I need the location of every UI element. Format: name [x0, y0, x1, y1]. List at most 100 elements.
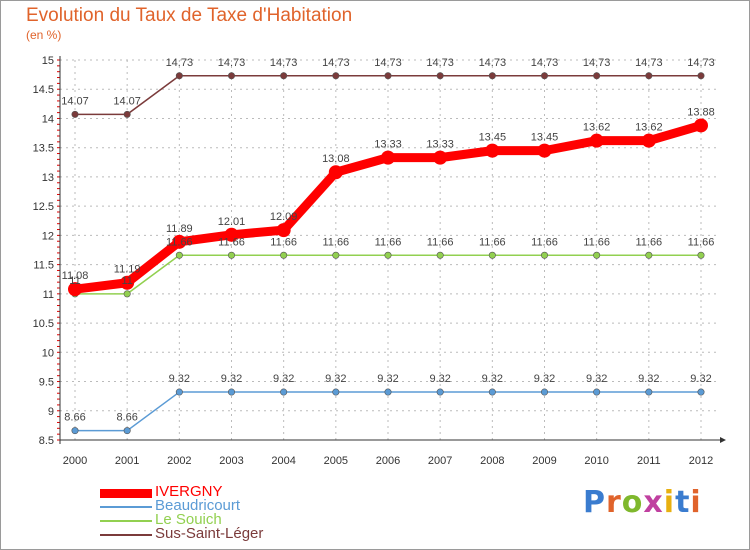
data-point — [384, 72, 392, 80]
proxiti-logo: Proxiti — [583, 485, 702, 520]
data-label: 14.73 — [322, 57, 350, 69]
x-tick-label: 2007 — [428, 455, 452, 467]
y-tick-label: 8.5 — [39, 435, 54, 447]
data-label: 14.73 — [687, 57, 715, 69]
data-point — [224, 227, 239, 242]
data-label: 11.66 — [270, 236, 297, 248]
y-tick-label: 10 — [42, 347, 54, 359]
data-label: 12.01 — [218, 216, 246, 228]
x-tick-label: 2011 — [637, 455, 661, 467]
data-label: 13.62 — [583, 122, 611, 134]
data-point — [276, 223, 291, 238]
y-tick-label: 13.5 — [33, 143, 54, 155]
data-point — [694, 118, 708, 133]
data-label: 11.66 — [531, 236, 558, 248]
data-label: 11.08 — [62, 270, 89, 282]
data-point — [697, 72, 705, 80]
data-label: 9.32 — [429, 373, 450, 385]
data-label: 9.32 — [638, 373, 659, 385]
data-label: 11.66 — [479, 236, 506, 248]
y-tick-label: 15 — [42, 55, 54, 67]
data-label: 11.89 — [166, 223, 193, 235]
x-tick-label: 2009 — [532, 455, 556, 467]
data-point — [332, 388, 340, 396]
data-point — [280, 388, 288, 396]
data-point — [381, 150, 395, 165]
x-tick-label: 2012 — [689, 455, 713, 467]
data-point — [332, 251, 340, 259]
y-tick-label: 13 — [42, 172, 54, 184]
data-label: 9.32 — [377, 373, 398, 385]
chart-title: Evolution du Taux de Taxe d'Habitation — [26, 5, 353, 26]
data-label: 8.66 — [116, 412, 137, 424]
data-label: 11.66 — [427, 236, 454, 248]
logo-letter: i — [663, 485, 676, 520]
data-point — [593, 72, 601, 80]
data-point — [433, 150, 448, 165]
data-label: 11 — [69, 275, 80, 287]
data-point — [71, 427, 79, 435]
legend-swatch — [100, 534, 152, 536]
logo-letter: r — [606, 485, 622, 520]
logo-letter: x — [643, 485, 664, 520]
data-label: 9.32 — [169, 373, 190, 385]
data-point — [123, 110, 131, 118]
data-point — [593, 251, 601, 259]
data-point — [593, 388, 601, 396]
data-point — [175, 72, 183, 80]
legend-swatch — [100, 520, 152, 522]
data-point — [228, 251, 236, 259]
data-label: 13.33 — [374, 139, 402, 151]
data-point — [485, 143, 500, 158]
data-point — [280, 72, 288, 80]
x-tick-label: 2010 — [584, 455, 608, 467]
data-label: 14.73 — [166, 57, 194, 69]
y-tick-label: 10.5 — [33, 318, 54, 330]
x-tick-label: 2006 — [376, 455, 400, 467]
data-point — [123, 290, 131, 298]
data-label: 11.19 — [114, 264, 141, 276]
data-point — [488, 72, 496, 80]
data-label: 13.88 — [687, 106, 715, 118]
data-label: 14.73 — [426, 57, 454, 69]
data-point — [436, 388, 444, 396]
data-label: 11.66 — [375, 236, 402, 248]
logo-letter: i — [690, 485, 702, 520]
legend-label: Le Souich — [155, 511, 222, 528]
legend-swatch — [100, 506, 152, 508]
data-label: 14.73 — [531, 57, 559, 69]
y-tick-label: 9.5 — [39, 377, 54, 389]
logo-letter: o — [621, 485, 644, 520]
data-point — [228, 72, 236, 80]
x-tick-label: 2001 — [115, 455, 139, 467]
legend-swatch — [100, 488, 152, 498]
data-point — [228, 388, 236, 396]
y-tick-label: 11 — [43, 289, 54, 301]
data-point — [488, 388, 496, 396]
data-point — [645, 388, 653, 396]
data-label: 13.45 — [531, 132, 559, 144]
data-point — [537, 143, 552, 158]
data-label: 9.32 — [221, 373, 242, 385]
data-point — [332, 72, 340, 80]
data-label: 9.32 — [325, 373, 346, 385]
data-point — [645, 72, 653, 80]
data-label: 11.66 — [218, 236, 245, 248]
data-point — [641, 133, 656, 148]
data-point — [280, 251, 288, 259]
data-point — [120, 275, 135, 290]
data-label: 13.33 — [426, 139, 454, 151]
legend-label: Sus-Saint-Léger — [155, 525, 264, 542]
data-point — [697, 388, 705, 396]
x-tick-label: 2003 — [219, 455, 243, 467]
data-label: 9.32 — [690, 373, 711, 385]
data-point — [645, 251, 653, 259]
data-point — [488, 251, 496, 259]
data-label: 11.66 — [688, 236, 715, 248]
data-label: 9.32 — [534, 373, 555, 385]
y-unit-label: (en %) — [26, 28, 62, 42]
x-tick-label: 2005 — [324, 455, 348, 467]
data-label: 9.32 — [273, 373, 294, 385]
data-label: 14.73 — [374, 57, 402, 69]
